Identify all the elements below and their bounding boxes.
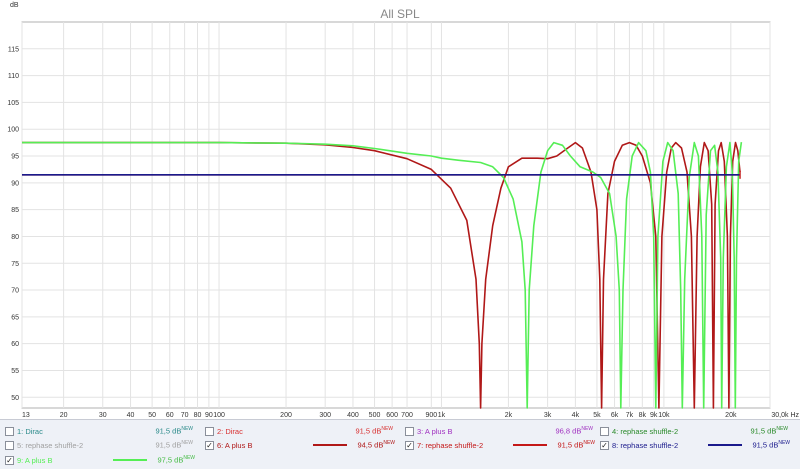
legend-panel: 1: Dirac 91,5 dBNEW 2: Dirac 91,5 dBNEW 3: A… [0,419,800,469]
x-tick-label: 200 [280,412,292,419]
x-tick-label: 40 [127,412,135,419]
series-layer [22,141,743,409]
x-tick-label: 3k [544,412,552,419]
x-tick-label: 5k [593,412,601,419]
legend-line-swatch [113,459,147,461]
y-tick-label: 55 [11,368,19,375]
x-tick-label: 8k [639,412,647,419]
x-tick-label: 90 [205,412,213,419]
x-tick-label: 60 [166,412,174,419]
axes: 50 55 60 65 70 75 80 85 90 95 100 105 110 115 13 20 30 40… [7,46,799,419]
x-tick-label: 700 [401,412,413,419]
y-axis-label: dB [10,2,19,9]
legend-label: 9: A plus B [17,455,53,465]
x-tick-label: 80 [194,412,202,419]
legend-label: 4: rephase shuffle-2 [612,426,679,436]
y-tick-label: 50 [11,395,19,402]
y-tick-label: 95 [11,154,19,161]
legend-label: 6: A plus B [217,440,253,450]
legend-line-swatch [708,444,742,446]
legend-label: 5: rephase shuffle-2 [17,440,84,450]
y-tick-label: 60 [11,341,19,348]
x-tick-label: 4k [572,412,580,419]
legend-value: 97,5 dBNEW [157,455,195,465]
legend-checkbox[interactable] [205,426,214,436]
series-line-9-a-plus-b [22,141,743,409]
legend-item[interactable]: ✓ 8: rephase shuffle-2 91,5 dBNEW [600,437,790,453]
legend-checkbox[interactable]: ✓ [405,440,414,450]
x-tick-label: 50 [148,412,156,419]
legend-label: 2: Dirac [217,426,243,436]
x-tick-label: 70 [181,412,189,419]
plot-area: 50 55 60 65 70 75 80 85 90 95 100 105 110 115 13 20 30 40… [7,2,800,419]
legend-label: 7: rephase shuffle-2 [417,440,484,450]
legend-item[interactable]: 5: rephase shuffle-2 91,5 dBNEW [5,437,193,453]
y-tick-label: 90 [11,180,19,187]
legend-value: 91,5 dBNEW [155,440,193,450]
x-tick-label: 900 [425,412,437,419]
x-tick-label: 9k [650,412,658,419]
x-tick-label: 100 [213,412,225,419]
legend-value: 94,5 dBNEW [357,440,395,450]
x-tick-label: 13 [22,412,30,419]
legend-checkbox[interactable] [5,440,14,450]
legend-checkbox[interactable] [5,426,14,436]
legend-line-swatch [513,444,547,446]
y-tick-label: 100 [7,127,19,134]
legend-label: 1: Dirac [17,426,43,436]
legend-checkbox[interactable]: ✓ [205,440,214,450]
x-tick-label: 500 [369,412,381,419]
legend-item[interactable]: ✓ 6: A plus B 94,5 dBNEW [205,437,395,453]
legend-value: 91,5 dBNEW [750,426,788,436]
y-tick-label: 80 [11,234,19,241]
y-tick-label: 105 [7,100,19,107]
x-tick-label: 1k [438,412,446,419]
spl-chart: 50 55 60 65 70 75 80 85 90 95 100 105 110 115 13 20 30 40… [7,2,799,419]
x-tick-label: 30,0k Hz [771,412,799,419]
series-line-6-a-plus-b [22,141,741,409]
x-tick-label: 30 [99,412,107,419]
legend-value: 91,5 dBNEW [355,426,393,436]
legend-item[interactable]: ✓ 7: rephase shuffle-2 91,5 dBNEW [405,437,595,453]
legend-item[interactable]: 3: A plus B 96,8 dBNEW [405,423,593,439]
legend-checkbox[interactable]: ✓ [600,440,609,450]
x-tick-label: 2k [505,412,513,419]
legend-item[interactable]: ✓ 9: A plus B 97,5 dBNEW [5,452,195,468]
legend-line-swatch [313,444,347,446]
legend-value: 91,5 dBNEW [557,440,595,450]
x-tick-label: 6k [611,412,619,419]
y-tick-label: 70 [11,288,19,295]
x-tick-label: 10k [658,412,670,419]
x-tick-label: 20 [60,412,68,419]
x-tick-label: 7k [626,412,634,419]
legend-value: 91,5 dBNEW [155,426,193,436]
legend-label: 8: rephase shuffle-2 [612,440,679,450]
chart-title: All SPL [380,7,420,21]
x-tick-label: 300 [319,412,331,419]
legend-item[interactable]: 2: Dirac 91,5 dBNEW [205,423,393,439]
y-tick-label: 65 [11,314,19,321]
y-tick-label: 85 [11,207,19,214]
legend-checkbox[interactable] [405,426,414,436]
legend-value: 96,8 dBNEW [555,426,593,436]
legend-label: 3: A plus B [417,426,453,436]
y-tick-label: 115 [8,46,19,53]
y-tick-label: 75 [11,261,19,268]
x-tick-label: 20k [725,412,737,419]
legend-checkbox[interactable] [600,426,609,436]
legend-value: 91,5 dBNEW [752,440,790,450]
legend-checkbox[interactable]: ✓ [5,455,14,465]
x-tick-label: 400 [347,412,359,419]
legend-item[interactable]: 4: rephase shuffle-2 91,5 dBNEW [600,423,788,439]
x-tick-label: 600 [386,412,398,419]
legend-item[interactable]: 1: Dirac 91,5 dBNEW [5,423,193,439]
y-tick-label: 110 [8,73,19,80]
grid [21,21,771,409]
